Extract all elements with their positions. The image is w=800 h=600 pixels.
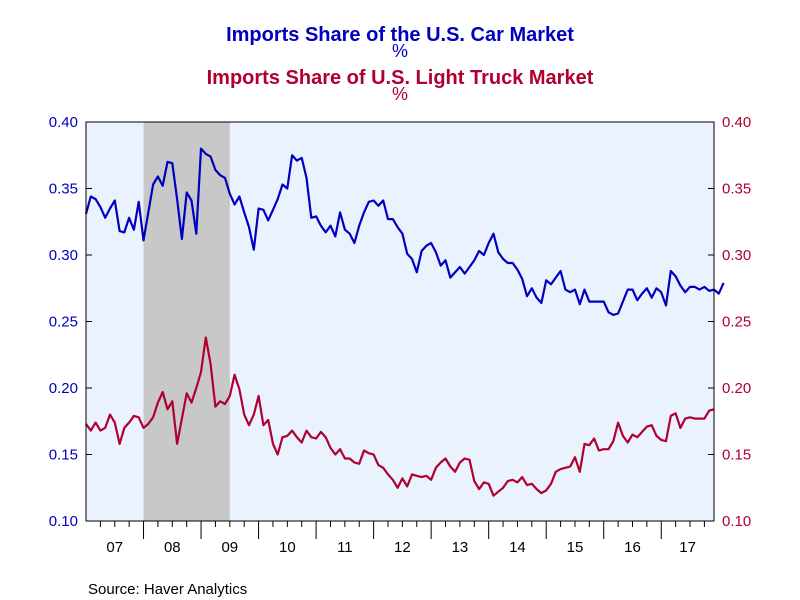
subtitle-unit: % bbox=[392, 84, 408, 104]
car-series-line bbox=[84, 147, 725, 316]
right-y-tick-label: 0.10 bbox=[722, 513, 751, 530]
x-tick-label: 15 bbox=[567, 539, 584, 556]
x-tick-label: 12 bbox=[394, 539, 411, 556]
right-y-tick-label: 0.20 bbox=[722, 380, 751, 397]
left-y-tick-label: 0.30 bbox=[49, 247, 78, 264]
x-tick-label: 08 bbox=[164, 539, 181, 556]
right-y-tick-label: 0.30 bbox=[722, 247, 751, 264]
x-tick-label: 14 bbox=[509, 539, 526, 556]
x-tick-label: 09 bbox=[221, 539, 238, 556]
right-y-tick-label: 0.35 bbox=[722, 181, 751, 198]
x-tick-label: 13 bbox=[452, 539, 469, 556]
source-note: Source: Haver Analytics bbox=[88, 581, 247, 598]
right-y-tick-label: 0.40 bbox=[722, 114, 751, 131]
series-layer bbox=[84, 147, 725, 497]
right-y-tick-label: 0.15 bbox=[722, 447, 751, 464]
left-y-tick-label: 0.20 bbox=[49, 380, 78, 397]
left-y-tick-label: 0.40 bbox=[49, 114, 78, 131]
left-y-tick-label: 0.15 bbox=[49, 447, 78, 464]
recession-band bbox=[143, 122, 230, 521]
x-tick-label: 10 bbox=[279, 539, 296, 556]
chart-subtitle: Imports Share of U.S. Light Truck Market bbox=[207, 67, 594, 89]
left-y-tick-label: 0.25 bbox=[49, 314, 78, 331]
axes-layer: 0.10 0.10 0.15 0.15 0.20 0.20 0.25 0.25 0.30 0.30… bbox=[49, 114, 751, 556]
right-y-tick-label: 0.25 bbox=[722, 314, 751, 331]
truck-series-line bbox=[85, 336, 715, 497]
x-tick-label: 07 bbox=[106, 539, 123, 556]
x-tick-label: 16 bbox=[624, 539, 641, 556]
left-y-tick-label: 0.35 bbox=[49, 181, 78, 198]
chart-title: Imports Share of the U.S. Car Market bbox=[226, 24, 574, 46]
x-tick-label: 11 bbox=[337, 539, 353, 556]
x-tick-label: 17 bbox=[679, 539, 696, 556]
left-y-tick-label: 0.10 bbox=[49, 513, 78, 530]
title-unit: % bbox=[392, 41, 408, 61]
